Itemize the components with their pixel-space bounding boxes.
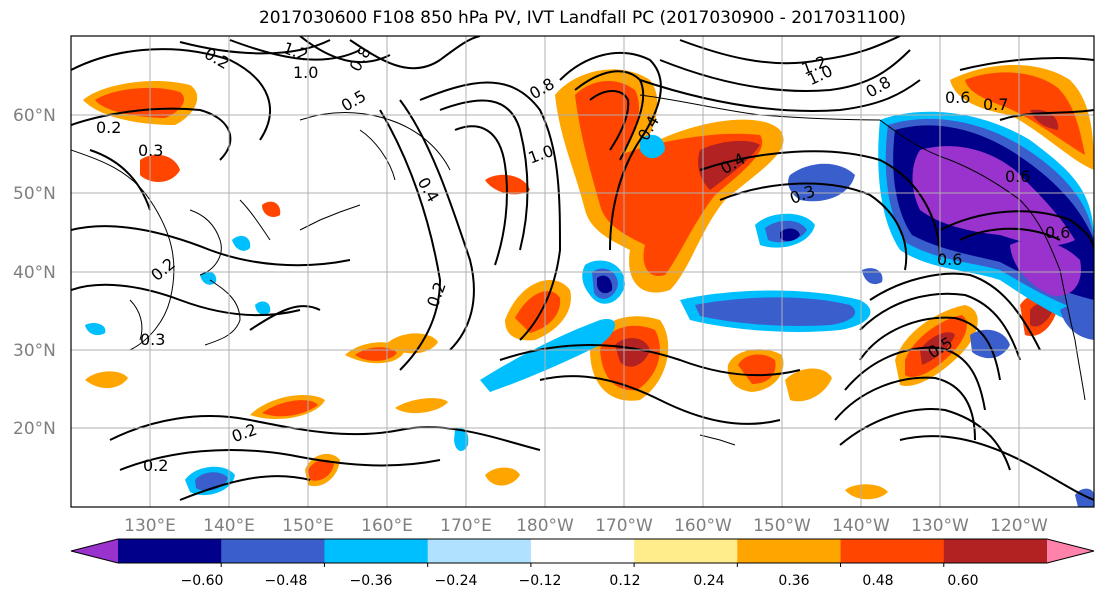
lon-label: 160°E (361, 516, 413, 536)
colorbar-tick-label: −0.48 (265, 573, 308, 589)
contour-label: 0.3 (138, 141, 163, 160)
contour-label: 0.6 (1045, 223, 1070, 242)
colorbar-segment (118, 539, 222, 563)
colorbar-tick-label: −0.12 (519, 573, 562, 589)
colorbar-segment (840, 539, 945, 563)
lat-label: 50°N (13, 184, 56, 204)
colorbar-tick-label: 0.60 (947, 573, 978, 589)
lat-label: 60°N (13, 106, 56, 126)
lon-label: 150°E (282, 516, 334, 536)
lat-label: 20°N (13, 419, 56, 439)
colorbar-segment (221, 539, 325, 563)
colorbar-labels: −0.60 −0.48 −0.36 −0.24 −0.12 0.12 0.24 … (181, 573, 979, 589)
colorbar-tick-label: 0.48 (862, 573, 893, 589)
lon-label: 180°W (516, 516, 574, 536)
colorbar-tick-label: −0.36 (350, 573, 393, 589)
longitude-labels: 130°E 140°E 150°E 160°E 170°E 180°W 170°… (124, 516, 1048, 536)
lon-label: 170°W (595, 516, 653, 536)
colorbar-extend-high (1047, 539, 1094, 563)
lat-label: 30°N (13, 341, 56, 361)
colorbar-tick-label: 0.24 (693, 573, 724, 589)
lon-label: 120°W (990, 516, 1048, 536)
coastlines (71, 94, 1086, 446)
lon-label: 140°W (832, 516, 890, 536)
colorbar-segment (427, 539, 532, 563)
colorbar-segment (634, 539, 738, 563)
lon-label: 150°W (753, 516, 811, 536)
contour-label: 0.3 (140, 330, 165, 349)
lon-label: 160°W (674, 516, 732, 536)
map-frame (70, 35, 1095, 508)
lon-label: 170°E (440, 516, 492, 536)
colorbar-outline (70, 538, 1095, 564)
contour-label: 0.6 (945, 88, 970, 107)
lon-label: 130°E (124, 516, 176, 536)
lon-label: 140°E (203, 516, 255, 536)
colorbar-tick-label: 0.12 (609, 573, 640, 589)
colorbar-tick-label: −0.24 (435, 573, 478, 589)
colorbar-segment (324, 539, 429, 563)
contour-label: 1.0 (293, 63, 318, 82)
lat-label: 40°N (13, 263, 56, 283)
pv-contours (71, 36, 1094, 501)
colorbar (70, 538, 1095, 567)
latitude-labels: 20°N 30°N 40°N 50°N 60°N (13, 106, 56, 439)
contour-label: 0.6 (1005, 167, 1030, 186)
map-area: 0.2 0.2 0.2 0.3 0.3 0.4 0.4 0.5 0.6 0.6 … (71, 36, 1094, 507)
contour-label: 0.6 (937, 250, 962, 269)
gridlines (71, 36, 1094, 507)
colorbar-tick-label: −0.60 (181, 573, 224, 589)
colorbar-segment (530, 539, 635, 563)
colorbar-segment (943, 539, 1048, 563)
colorbar-tick-label: 0.36 (778, 573, 809, 589)
contour-label: 0.2 (96, 118, 121, 137)
contour-label: 0.7 (983, 95, 1008, 114)
lon-label: 130°W (911, 516, 969, 536)
chart-title: 2017030600 F108 850 hPa PV, IVT Landfall… (258, 8, 906, 28)
colorbar-segment (737, 539, 842, 563)
colorbar-extend-low (71, 539, 118, 563)
contour-label: 0.2 (143, 456, 168, 475)
